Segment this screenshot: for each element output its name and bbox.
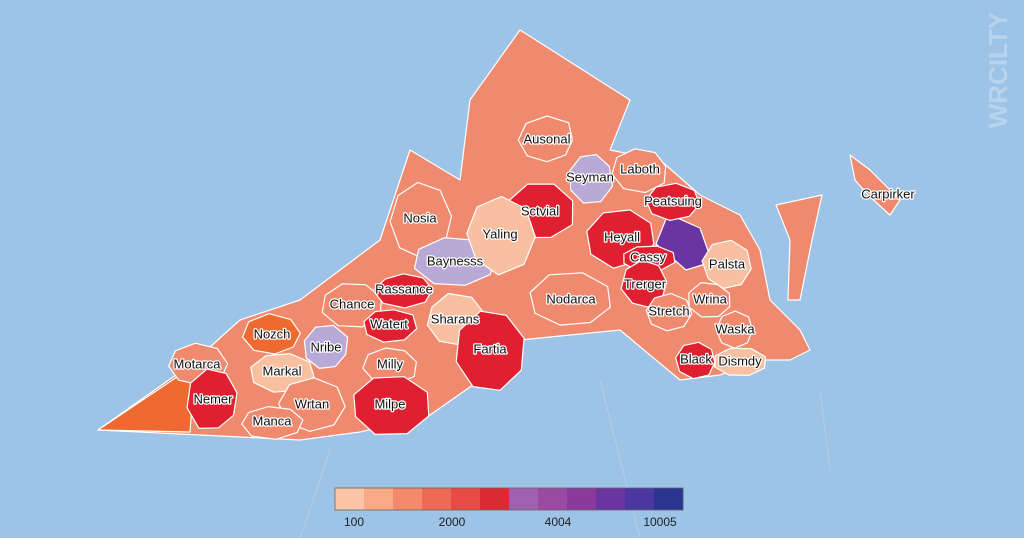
region-label: Palsta	[709, 256, 746, 271]
legend-swatch	[654, 488, 684, 510]
region	[675, 341, 716, 380]
region	[303, 324, 349, 369]
region-label: Milly	[377, 356, 403, 371]
region-label: Milpe	[374, 396, 405, 411]
region	[714, 347, 767, 376]
region	[715, 310, 754, 349]
region	[353, 376, 430, 435]
region-label: Sharans	[431, 311, 480, 326]
legend-tick-label: 4004	[545, 515, 572, 529]
regions	[168, 115, 767, 440]
region	[645, 293, 693, 332]
peninsula	[775, 194, 823, 301]
region-label: Peatsuing	[644, 193, 702, 208]
region-label: Trerger	[624, 276, 667, 291]
watermark: WRCILTY	[983, 12, 1013, 129]
region-label: Watert	[370, 316, 408, 331]
shore	[849, 154, 901, 216]
legend-tick-label: 2000	[439, 515, 466, 529]
region	[372, 273, 434, 309]
region	[389, 181, 453, 259]
region	[569, 154, 614, 204]
legend: 100 2000 4004 10005	[334, 487, 684, 529]
region-label: Baynesss	[427, 253, 484, 268]
region	[242, 313, 301, 355]
region-label: Sctvial	[521, 203, 559, 218]
region-label: Wrtan	[295, 396, 329, 411]
legend-tick-label: 100	[344, 515, 364, 529]
labels: Ausonal Seyman Laboth Peatsuing Sctvial Nosia…	[172, 130, 916, 430]
region-label: Ausonal	[524, 131, 571, 146]
region	[455, 310, 525, 391]
region	[363, 309, 418, 343]
legend-swatch	[509, 488, 539, 510]
region-label: Yaling	[482, 226, 517, 241]
region-label: Carpirker	[861, 186, 915, 201]
region	[529, 272, 611, 326]
region-label: Manca	[252, 413, 292, 428]
legend-border	[334, 487, 684, 511]
legend-swatch	[567, 488, 597, 510]
region-label: Motarca	[174, 356, 222, 371]
region-label: Markal	[262, 363, 301, 378]
region	[517, 115, 574, 163]
region-label: Stretch	[648, 303, 689, 318]
region-label: Rassance	[375, 281, 433, 296]
legend-tick-label: 10005	[643, 515, 677, 529]
legend-swatch	[596, 488, 626, 510]
region-label: Heyall	[604, 229, 640, 244]
faint-lines	[299, 379, 831, 538]
region-label: Cassy	[630, 249, 667, 264]
region	[241, 406, 304, 440]
region-label: Laboth	[620, 161, 660, 176]
legend-swatch	[393, 488, 423, 510]
legend-swatch	[364, 488, 394, 510]
region-label: Nribe	[310, 339, 341, 354]
legend-swatch	[451, 488, 481, 510]
region-label: Seyman	[566, 169, 614, 184]
region-label: Nemer	[193, 391, 233, 406]
region	[645, 182, 701, 221]
legend-swatch	[335, 488, 365, 510]
region	[466, 195, 536, 276]
region-label: Fartia	[473, 341, 507, 356]
region	[688, 282, 731, 318]
legend-swatch	[480, 488, 510, 510]
region-label: Waska	[715, 321, 755, 336]
legend-swatch	[625, 488, 655, 510]
region	[620, 259, 668, 308]
region-label: Nozch	[254, 326, 291, 341]
region-label: Black	[680, 351, 712, 366]
region	[611, 148, 667, 194]
region-label: Nodarca	[546, 291, 596, 306]
region	[701, 239, 752, 289]
legend-swatch	[422, 488, 452, 510]
region	[186, 368, 238, 429]
region-label: Chance	[330, 296, 375, 311]
region-label: Wrina	[693, 291, 727, 306]
region-label: Dismdy	[718, 353, 762, 368]
region-label: Nosia	[403, 210, 437, 225]
legend-swatch	[538, 488, 568, 510]
